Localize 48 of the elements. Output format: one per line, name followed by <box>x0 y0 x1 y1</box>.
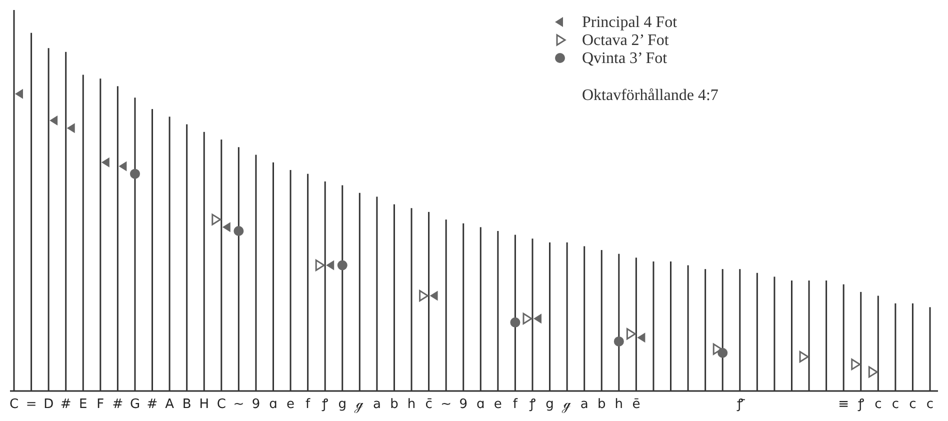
x-tick-label: g <box>546 397 554 412</box>
x-tick-label: ꝭ <box>528 397 536 412</box>
x-tick-label: c̄ <box>425 397 432 412</box>
x-tick-label: ∼ <box>233 397 244 412</box>
x-tick-label: e <box>494 397 502 412</box>
x-tick-label: g <box>338 397 347 412</box>
x-tick-label: # <box>146 397 158 412</box>
x-tick-label: c <box>874 397 882 412</box>
x-tick-label: ≡ <box>838 397 850 412</box>
x-tick-label: ɑ <box>269 397 278 412</box>
x-tick-label: b <box>597 397 606 412</box>
legend-label: Octava 2’ Fot <box>582 32 670 49</box>
x-tick-label: f <box>306 397 311 412</box>
x-tick-label: c <box>892 397 900 412</box>
x-tick-label: ℊ <box>354 397 364 414</box>
x-tick-label: h <box>407 397 416 412</box>
x-tick-label: # <box>112 397 124 412</box>
x-tick-label: e <box>286 397 295 412</box>
x-tick-label: a <box>372 397 381 412</box>
x-tick-label: ∼ <box>440 397 452 412</box>
legend-label: Principal 4 Fot <box>582 14 678 31</box>
x-tick-label: C <box>9 397 19 412</box>
x-tick-label: ℊ <box>561 397 572 414</box>
x-tick-label: ꝭ <box>321 397 328 412</box>
x-tick-label: c <box>909 397 916 412</box>
x-tick-label: = <box>26 397 37 412</box>
x-tick-label: 9 <box>252 397 260 412</box>
x-tick-label: A <box>165 397 174 412</box>
x-tick-label: # <box>60 397 72 412</box>
x-tick-label: ē <box>632 397 640 412</box>
x-tick-label: f <box>512 397 518 412</box>
x-tick-label: c <box>926 397 934 412</box>
x-tick-label: F <box>96 397 104 412</box>
x-tick-label: C <box>216 397 226 412</box>
x-tick-label: ɑ <box>476 397 485 412</box>
x-tick-label: b <box>390 397 398 412</box>
x-tick-label: a <box>580 397 588 412</box>
annotation: Oktavförhållande 4:7 <box>582 87 718 104</box>
legend-label: Qvinta 3’ Fot <box>582 50 668 67</box>
x-tick-label: H <box>199 397 210 412</box>
x-tick-label: B <box>182 397 192 412</box>
x-tick-label: E <box>79 397 88 412</box>
x-tick-label: 9 <box>459 397 468 412</box>
x-tick-label: G <box>130 397 140 412</box>
x-tick-label: ꝭ̄ <box>736 397 745 412</box>
x-tick-label: ꝭ <box>856 397 864 412</box>
x-tick-label: h <box>614 397 624 412</box>
x-tick-label: D <box>44 397 54 412</box>
